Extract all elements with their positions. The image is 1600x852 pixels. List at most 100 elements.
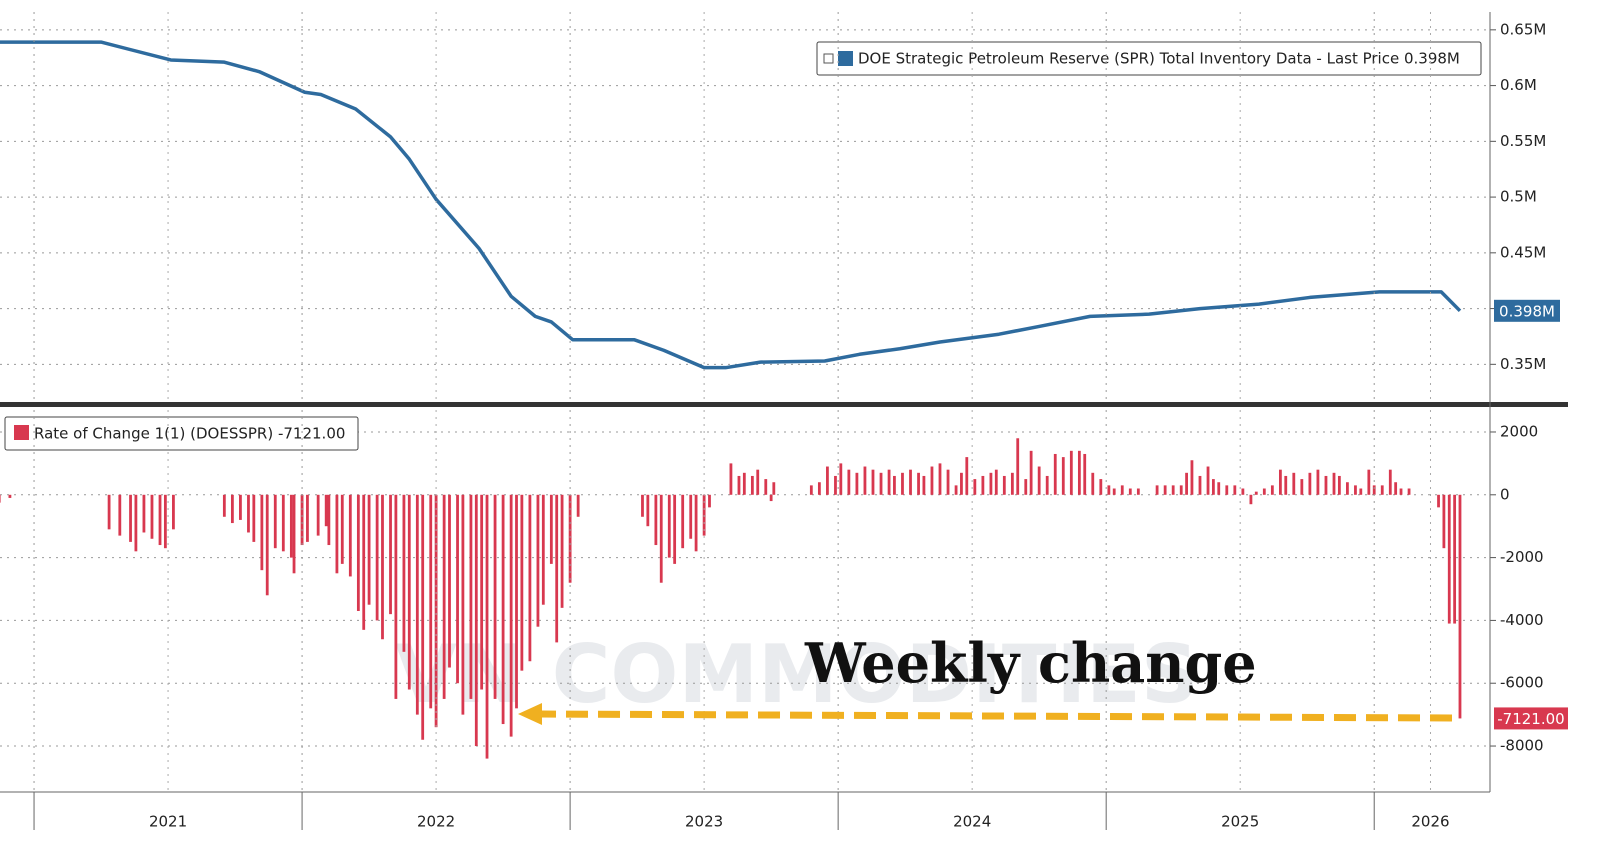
bar xyxy=(1407,488,1411,495)
bar xyxy=(474,494,478,747)
bar xyxy=(1367,469,1371,495)
bar xyxy=(769,494,773,502)
bar xyxy=(375,494,379,621)
bar xyxy=(946,469,950,495)
bar xyxy=(316,494,320,536)
bar xyxy=(1372,485,1376,495)
bar xyxy=(994,469,998,495)
bar xyxy=(1458,494,1462,719)
bar xyxy=(150,494,154,539)
bar xyxy=(954,485,958,495)
bar xyxy=(520,494,524,671)
bar xyxy=(659,494,663,583)
bar xyxy=(834,475,837,495)
bar xyxy=(855,472,859,495)
bar xyxy=(1388,469,1392,495)
bar xyxy=(448,494,451,668)
bar xyxy=(1225,485,1229,495)
bar xyxy=(1316,469,1320,495)
bar xyxy=(158,494,162,546)
bar xyxy=(654,494,658,546)
bar xyxy=(252,494,256,542)
y-tick-label: -8000 xyxy=(1500,737,1544,755)
bar xyxy=(756,469,760,495)
bar xyxy=(442,494,446,699)
bar xyxy=(1120,485,1124,495)
bar xyxy=(817,482,821,495)
bar xyxy=(493,494,497,699)
bar xyxy=(1053,453,1057,495)
bar xyxy=(1249,494,1253,505)
bar xyxy=(1211,479,1215,495)
bar xyxy=(1359,488,1363,495)
bar xyxy=(230,494,234,524)
bar xyxy=(1091,472,1095,495)
bar xyxy=(1278,469,1282,495)
bar xyxy=(501,494,505,725)
bar xyxy=(469,494,473,699)
bar xyxy=(1112,488,1116,495)
bar xyxy=(917,472,920,495)
bar xyxy=(260,494,264,571)
bar xyxy=(1185,472,1188,495)
bar xyxy=(576,494,580,517)
bar xyxy=(163,494,167,549)
bar xyxy=(407,494,411,690)
bar xyxy=(1453,494,1457,624)
bar xyxy=(1394,482,1398,495)
y-tick-label: 0.65M xyxy=(1500,20,1546,38)
bar xyxy=(1399,488,1403,495)
bar xyxy=(641,494,644,517)
y-tick-label: -4000 xyxy=(1500,611,1544,629)
bar xyxy=(1346,482,1349,495)
bar xyxy=(960,472,963,495)
bar xyxy=(485,494,489,759)
bar xyxy=(292,494,296,574)
bar xyxy=(568,494,572,583)
bar xyxy=(281,494,285,552)
bar xyxy=(1332,472,1336,495)
bar xyxy=(938,463,942,495)
bar xyxy=(729,463,733,495)
y-tick-label: -2000 xyxy=(1500,548,1544,566)
bar xyxy=(306,494,309,542)
bar xyxy=(289,494,293,558)
bar xyxy=(367,494,371,605)
bar xyxy=(772,482,776,495)
panel-separator xyxy=(0,402,1568,407)
bar xyxy=(265,494,269,596)
bar xyxy=(528,494,532,662)
bar xyxy=(8,494,12,498)
bar xyxy=(742,472,746,495)
last-value-tag xyxy=(1494,299,1560,322)
bar xyxy=(509,494,513,737)
bar xyxy=(340,494,344,564)
bar xyxy=(694,494,698,552)
bar xyxy=(461,494,465,715)
bar xyxy=(134,494,138,552)
bar xyxy=(480,494,484,690)
legend-box xyxy=(816,41,1482,76)
legend-label: Rate of Change 1(1) (DOESSPR) -7121.00 xyxy=(34,425,345,443)
bar xyxy=(1190,460,1194,495)
bar xyxy=(973,479,977,495)
y-tick-label: 0 xyxy=(1500,485,1510,503)
bar xyxy=(273,494,277,549)
bar xyxy=(324,494,328,527)
bar xyxy=(981,475,985,495)
bar xyxy=(394,494,398,699)
y-tick-label: 0.5M xyxy=(1500,188,1537,206)
annotation-arrow xyxy=(539,710,1453,722)
bar xyxy=(1029,450,1033,495)
bar xyxy=(667,494,671,558)
y-tick-label: 0.35M xyxy=(1500,355,1546,373)
bar xyxy=(300,494,304,546)
bar xyxy=(1437,494,1440,508)
bar xyxy=(750,475,754,495)
bar xyxy=(863,466,867,495)
bar xyxy=(560,494,564,608)
bar xyxy=(362,494,366,630)
bar xyxy=(1171,485,1175,495)
legend-swatch xyxy=(838,51,853,66)
